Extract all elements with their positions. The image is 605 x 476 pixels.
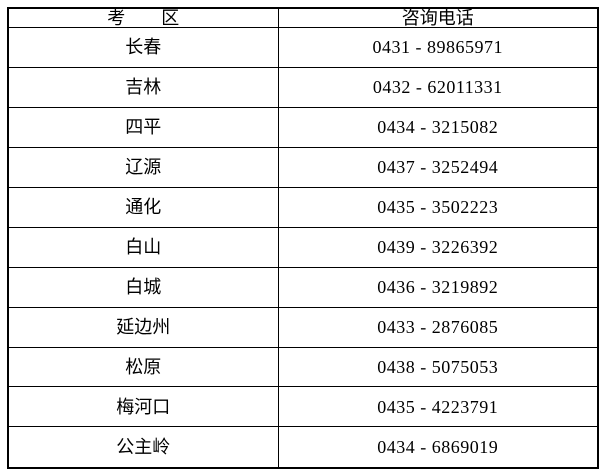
phone-cell: 0432 - 62011331: [277, 66, 599, 108]
region-cell: 四平: [7, 106, 279, 148]
table-row: 松原 0438 - 5075053: [7, 346, 599, 388]
table-row: 白山 0439 - 3226392: [7, 226, 599, 268]
phone-cell: 0439 - 3226392: [277, 226, 599, 268]
phone-cell: 0435 - 4223791: [277, 386, 599, 428]
phone-cell: 0436 - 3219892: [277, 266, 599, 308]
phone-cell: 0434 - 3215082: [277, 106, 599, 148]
region-cell: 吉林: [7, 66, 279, 108]
table-row: 长春 0431 - 89865971: [7, 27, 599, 68]
table-header-row: 考 区 咨询电话: [7, 7, 599, 28]
region-cell: 通化: [7, 186, 279, 228]
table-row: 吉林 0432 - 62011331: [7, 66, 599, 108]
table-row: 通化 0435 - 3502223: [7, 186, 599, 228]
header-phone: 咨询电话: [277, 7, 599, 28]
region-cell: 公主岭: [7, 426, 279, 469]
phone-cell: 0433 - 2876085: [277, 306, 599, 348]
table-row: 梅河口 0435 - 4223791: [7, 386, 599, 428]
table-row: 公主岭 0434 - 6869019: [7, 426, 599, 469]
phone-cell: 0434 - 6869019: [277, 426, 599, 469]
phone-cell: 0435 - 3502223: [277, 186, 599, 228]
region-cell: 辽源: [7, 146, 279, 188]
phone-cell: 0437 - 3252494: [277, 146, 599, 188]
table-row: 辽源 0437 - 3252494: [7, 146, 599, 188]
region-cell: 松原: [7, 346, 279, 388]
region-cell: 白城: [7, 266, 279, 308]
table-row: 白城 0436 - 3219892: [7, 266, 599, 308]
phone-cell: 0438 - 5075053: [277, 346, 599, 388]
region-cell: 延边州: [7, 306, 279, 348]
contact-table: 考 区 咨询电话 长春 0431 - 89865971 吉林 0432 - 62…: [7, 7, 599, 469]
table-row: 延边州 0433 - 2876085: [7, 306, 599, 348]
phone-cell: 0431 - 89865971: [277, 27, 599, 68]
region-cell: 长春: [7, 27, 279, 68]
region-cell: 白山: [7, 226, 279, 268]
table-row: 四平 0434 - 3215082: [7, 106, 599, 148]
header-region: 考 区: [7, 7, 279, 28]
region-cell: 梅河口: [7, 386, 279, 428]
